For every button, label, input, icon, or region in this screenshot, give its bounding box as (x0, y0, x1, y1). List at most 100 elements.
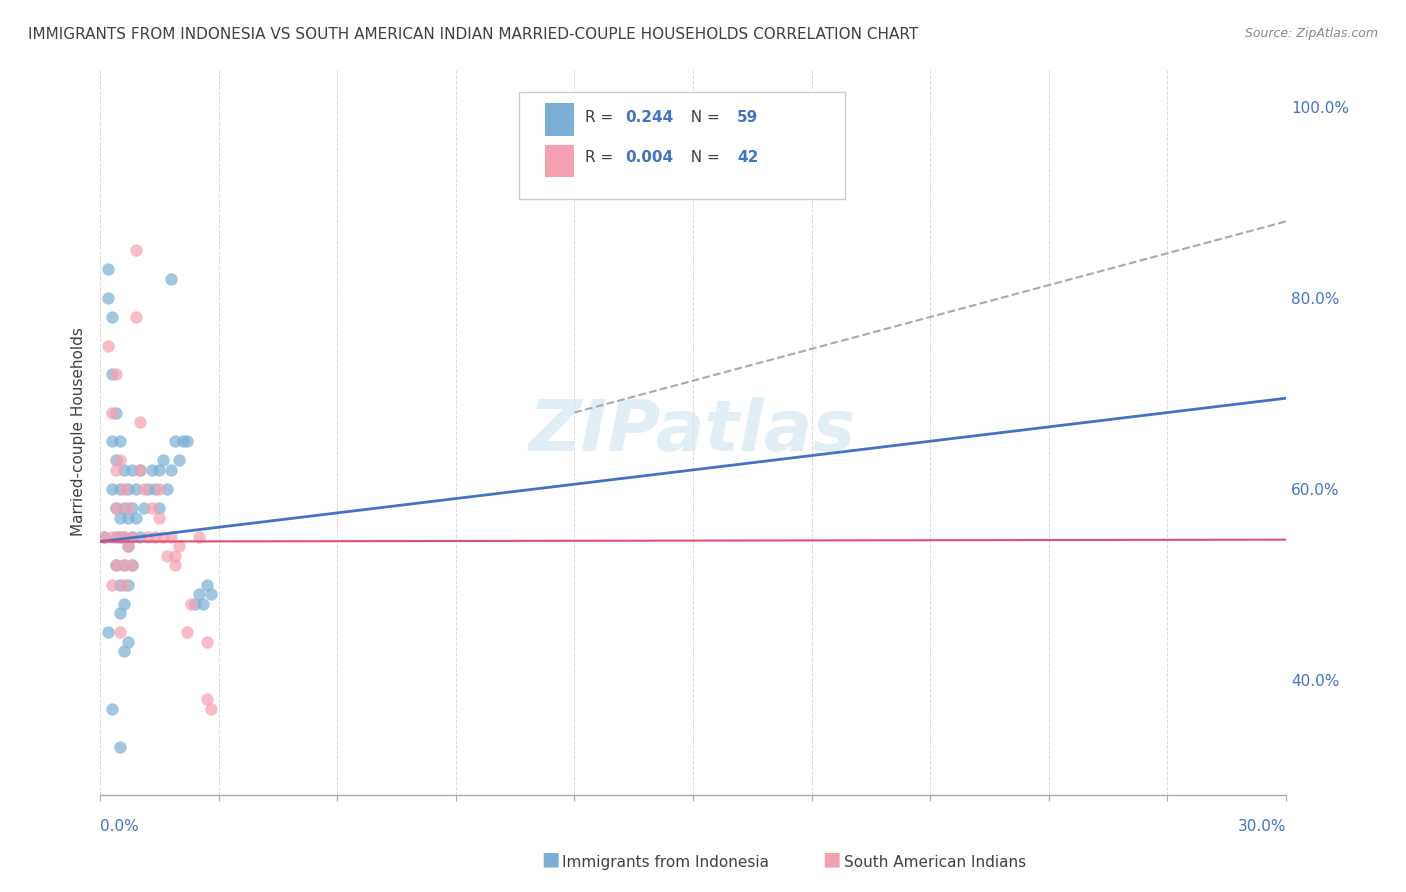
Point (125, 510, 148, 524)
Point (160, 463, 183, 477)
Point (121, 558, 143, 573)
Point (195, 692, 218, 706)
Point (117, 501, 139, 516)
Point (121, 501, 143, 516)
Point (148, 501, 170, 516)
Point (117, 539, 139, 553)
Text: R =: R = (585, 110, 619, 125)
Point (121, 530, 143, 544)
Point (121, 558, 143, 573)
Text: Immigrants from Indonesia: Immigrants from Indonesia (562, 855, 769, 870)
Point (112, 530, 135, 544)
Point (112, 530, 135, 544)
Point (104, 558, 127, 573)
Point (104, 368, 127, 382)
Point (104, 530, 127, 544)
FancyBboxPatch shape (519, 92, 845, 199)
Point (156, 549, 179, 563)
Point (108, 482, 131, 496)
Point (145, 482, 167, 496)
Point (167, 453, 190, 467)
Point (125, 310, 148, 324)
Point (108, 434, 131, 449)
Point (187, 587, 209, 601)
Point (108, 606, 131, 620)
Point (93, 530, 115, 544)
Point (156, 482, 179, 496)
Point (180, 597, 202, 611)
Point (148, 463, 170, 477)
Point (132, 501, 155, 516)
Point (101, 368, 124, 382)
Point (200, 587, 222, 601)
Point (101, 530, 124, 544)
Point (128, 530, 150, 544)
Point (112, 644, 135, 658)
Point (121, 530, 143, 544)
Text: R =: R = (585, 151, 619, 165)
Point (101, 482, 124, 496)
Point (108, 453, 131, 467)
Point (112, 463, 135, 477)
Bar (544, 103, 575, 136)
Point (121, 463, 143, 477)
Point (108, 625, 131, 640)
Point (141, 463, 163, 477)
Point (101, 406, 124, 420)
Point (97, 625, 120, 640)
Point (93, 530, 115, 544)
Point (108, 739, 131, 754)
Point (101, 434, 124, 449)
Text: IMMIGRANTS FROM INDONESIA VS SOUTH AMERICAN INDIAN MARRIED-COUPLE HOUSEHOLDS COR: IMMIGRANTS FROM INDONESIA VS SOUTH AMERI… (28, 27, 918, 42)
Point (112, 577, 135, 591)
Point (112, 501, 135, 516)
Point (104, 463, 127, 477)
Point (152, 530, 174, 544)
Text: ■: ■ (541, 850, 560, 869)
Point (97, 339, 120, 353)
Point (104, 453, 127, 467)
Point (117, 482, 139, 496)
Point (97, 262, 120, 277)
Point (165, 434, 187, 449)
Point (184, 597, 207, 611)
Point (141, 501, 163, 516)
Point (101, 577, 124, 591)
Point (128, 463, 150, 477)
Point (97, 291, 120, 305)
Point (132, 482, 155, 496)
Point (108, 530, 131, 544)
Point (148, 510, 170, 524)
Point (145, 530, 167, 544)
Text: 0.004: 0.004 (626, 151, 673, 165)
Point (108, 530, 131, 544)
Text: South American Indians: South American Indians (844, 855, 1026, 870)
Point (112, 558, 135, 573)
Point (148, 482, 170, 496)
Text: Source: ZipAtlas.com: Source: ZipAtlas.com (1244, 27, 1378, 40)
Point (117, 635, 139, 649)
Point (200, 702, 222, 716)
Point (191, 597, 214, 611)
Text: ■: ■ (823, 850, 841, 869)
Point (101, 310, 124, 324)
Bar (544, 145, 575, 178)
Text: 42: 42 (737, 151, 758, 165)
Point (128, 415, 150, 429)
Point (187, 530, 209, 544)
Text: N =: N = (681, 110, 725, 125)
Point (176, 625, 198, 640)
Point (117, 577, 139, 591)
Point (101, 702, 124, 716)
Point (108, 510, 131, 524)
Y-axis label: Married-couple Households: Married-couple Households (72, 327, 86, 536)
Point (128, 463, 150, 477)
Point (136, 482, 159, 496)
Point (117, 510, 139, 524)
Point (165, 549, 187, 563)
Point (172, 434, 194, 449)
Point (112, 482, 135, 496)
Text: 0.0%: 0.0% (100, 819, 139, 834)
Point (112, 558, 135, 573)
Text: ZIPatlas: ZIPatlas (529, 397, 856, 467)
